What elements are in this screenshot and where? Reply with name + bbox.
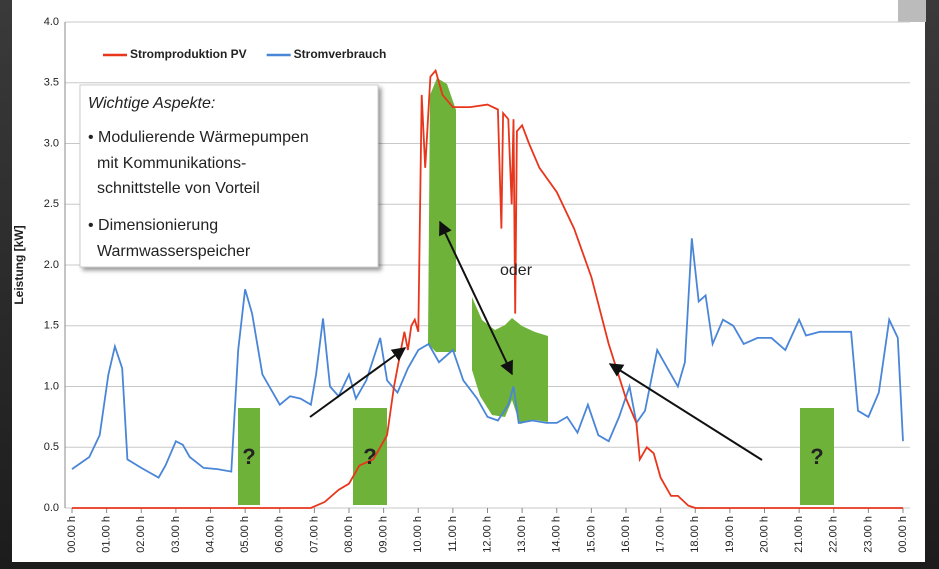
x-tick-label: 14.00 h xyxy=(551,516,563,553)
legend-label: Stromverbrauch xyxy=(294,47,387,61)
y-axis-title: Leistung [kW] xyxy=(12,225,26,304)
x-tick-label: 18.00 h xyxy=(689,516,701,553)
x-tick-label: 00.00 h xyxy=(897,516,909,553)
x-tick-label: 21.00 h xyxy=(793,516,805,553)
y-tick-label: 3.0 xyxy=(44,137,59,149)
x-tick-label: 16.00 h xyxy=(620,516,632,553)
x-tick-label: 17.00 h xyxy=(655,516,667,553)
y-tick-label: 3.5 xyxy=(44,77,59,89)
x-tick-label: 15.00 h xyxy=(585,516,597,553)
y-tick-label: 1.0 xyxy=(44,380,59,392)
x-tick-label: 11.00 h xyxy=(447,516,459,552)
y-tick-label: 2.0 xyxy=(44,259,59,271)
x-tick-label: 10.00 h xyxy=(412,516,424,553)
question-mark: ? xyxy=(810,444,823,469)
highlight-bar xyxy=(238,408,260,505)
x-tick-label: 03.00 h xyxy=(170,516,182,553)
legend-label: Stromproduktion PV xyxy=(130,47,247,61)
x-tick-label: 23.00 h xyxy=(862,516,874,553)
annotation-text: Wichtige Aspekte: xyxy=(88,95,215,112)
highlight-area xyxy=(428,78,456,352)
annotation-oder: oder xyxy=(500,262,533,279)
x-tick-label: 08.00 h xyxy=(343,516,355,553)
annotation-text: schnittstelle von Vorteil xyxy=(97,180,260,197)
x-tick-label: 06.00 h xyxy=(274,516,286,553)
annotation-text: • Modulierende Wärmepumpen xyxy=(88,129,309,146)
x-tick-label: 12.00 h xyxy=(481,516,493,553)
highlight-bar xyxy=(353,408,387,505)
x-tick-label: 09.00 h xyxy=(378,516,390,553)
arrow xyxy=(608,363,763,461)
corner-box xyxy=(898,0,926,22)
annotation-box xyxy=(79,84,379,268)
x-tick-label: 04.00 h xyxy=(204,516,216,553)
x-tick-label: 13.00 h xyxy=(516,516,528,553)
question-mark: ? xyxy=(363,444,376,469)
y-tick-label: 0.0 xyxy=(44,502,59,514)
annotation-text: mit Kommunikations- xyxy=(97,155,246,172)
x-tick-label: 20.00 h xyxy=(758,516,770,553)
x-tick-label: 19.00 h xyxy=(724,516,736,553)
y-tick-label: 0.5 xyxy=(44,441,59,453)
x-tick-label: 01.00 h xyxy=(101,516,113,553)
series-line xyxy=(72,68,903,509)
series-line xyxy=(71,238,904,479)
y-tick-label: 4.0 xyxy=(44,16,59,28)
annotation-text: • Dimensionierung xyxy=(88,217,218,234)
x-tick-label: 05.00 h xyxy=(239,516,251,553)
y-tick-label: 1.5 xyxy=(44,320,59,332)
highlight-bar xyxy=(800,408,834,505)
y-tick-label: 2.5 xyxy=(44,198,59,210)
x-tick-label: 22.00 h xyxy=(828,516,840,553)
question-mark: ? xyxy=(242,444,255,469)
arrow xyxy=(439,220,513,376)
x-tick-label: 00.00 h xyxy=(66,516,78,553)
annotation-text: Warmwasserspeicher xyxy=(97,243,251,260)
x-tick-label: 07.00 h xyxy=(308,516,320,553)
arrow xyxy=(309,347,407,418)
x-tick-label: 02.00 h xyxy=(135,516,147,553)
